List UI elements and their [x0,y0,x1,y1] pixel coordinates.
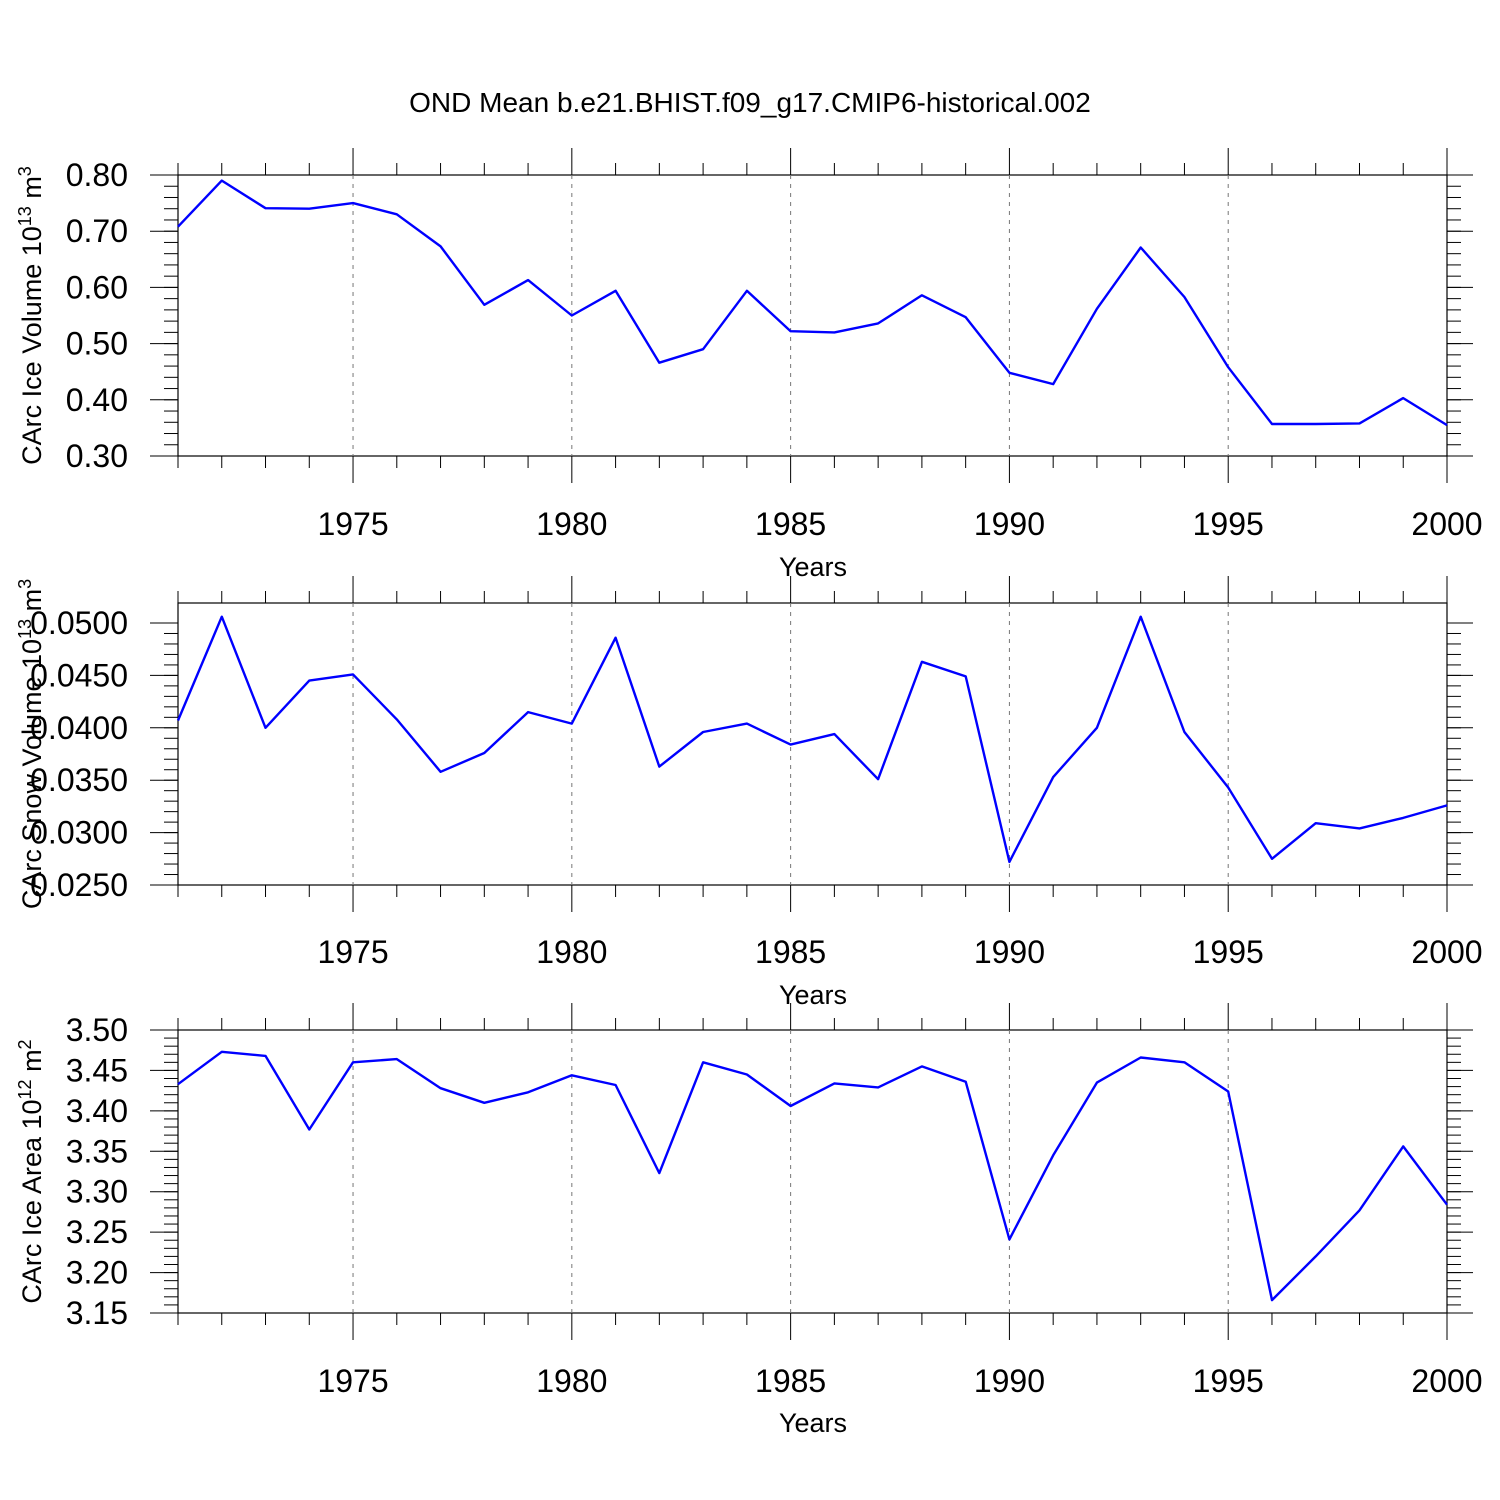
y-tick-label: 0.60 [66,269,128,305]
x-axis-title: Years [779,552,847,582]
plot-frame [177,602,1448,886]
y-tick-label: 3.45 [66,1052,128,1088]
x-tick-label: 1975 [317,934,388,970]
y-axis-title-unit: m [17,1049,47,1079]
panel-2: 0.0250 0.0300 0.0350 0.0400 0.0450 0.0500 1975… [15,576,1483,1010]
y-axis-title-unit: m [17,589,47,619]
y-tick-label: 0.0250 [30,867,128,903]
chart-panels: 0.30 0.40 0.50 0.60 0.70 0.80 1975 1980 1985 1990… [15,148,1483,1438]
y-axis-title-main: CArc Ice Area 10 [17,1099,47,1303]
y-tick-label: 0.40 [66,382,128,418]
y-tick-label: 0.80 [66,157,128,193]
x-tick-label: 2000 [1411,506,1482,542]
y-axis-title: CArc Ice Volume 1013 m3 [15,166,47,465]
y-axis-title-unit-exponent: 3 [15,166,35,176]
y-axis-title: CArc Ice Area 1012 m2 [15,1039,47,1303]
x-tick-label: 1990 [974,506,1045,542]
x-tick-label: 1995 [1193,934,1264,970]
x-tick-label: 2000 [1411,934,1482,970]
x-tick-label: 1985 [755,1363,826,1399]
y-axis-title-unit-exponent: 2 [15,1039,35,1049]
y-axis-title-exponent: 13 [15,619,35,639]
panel-1: 0.30 0.40 0.50 0.60 0.70 0.80 1975 1980 1985 1990… [15,148,1483,582]
x-tick-label: 1980 [536,934,607,970]
series-line [177,1050,1448,1302]
x-tick-label: 1975 [317,506,388,542]
x-axis-title: Years [779,1408,847,1438]
y-tick-label: 0.70 [66,213,128,249]
series-line [177,179,1448,427]
x-tick-label: 1980 [536,506,607,542]
y-tick-label: 3.30 [66,1174,128,1210]
y-tick-label: 3.20 [66,1255,128,1291]
x-tick-label: 1990 [974,1363,1045,1399]
y-tick-label: 3.25 [66,1214,128,1250]
y-tick-label: 3.35 [66,1133,128,1169]
y-tick-label: 3.50 [66,1012,128,1048]
x-tick-label: 1990 [974,934,1045,970]
figure-title: OND Mean b.e21.BHIST.f09_g17.CMIP6-histo… [409,87,1091,118]
x-tick-label: 1995 [1193,1363,1264,1399]
plot-frame [177,174,1448,457]
y-tick-label: 0.0400 [30,710,128,746]
y-axis-title-unit-exponent: 3 [15,579,35,589]
x-tick-label: 2000 [1411,1363,1482,1399]
series-line [176,615,1448,864]
y-tick-label: 0.0350 [30,762,128,798]
y-axis-title-unit: m [17,176,47,206]
x-tick-label: 1975 [317,1363,388,1399]
y-tick-label: 0.50 [66,326,128,362]
y-tick-label: 0.0500 [30,605,128,641]
x-axis-title: Years [779,980,847,1010]
panel-3: 3.15 3.20 3.25 3.30 3.35 3.40 3.45 3.50 1975 1980… [15,1003,1483,1438]
x-tick-label: 1980 [536,1363,607,1399]
y-tick-label: 3.15 [66,1295,128,1331]
x-tick-label: 1985 [755,934,826,970]
x-tick-label: 1985 [755,506,826,542]
plot-frame [177,1029,1448,1314]
y-tick-label: 0.0300 [30,815,128,851]
y-axis-title-main: CArc Ice Volume 10 [17,226,47,465]
y-axis-title-main: CArc Snow Volume 10 [17,639,47,909]
y-tick-label: 3.40 [66,1093,128,1129]
y-axis-title-exponent: 13 [15,206,35,226]
x-tick-label: 1995 [1193,506,1264,542]
y-tick-label: 0.0450 [30,657,128,693]
y-axis-title: CArc Snow Volume 1013 m3 [15,579,47,909]
y-axis-title-exponent: 12 [15,1079,35,1099]
y-tick-label: 0.30 [66,438,128,474]
